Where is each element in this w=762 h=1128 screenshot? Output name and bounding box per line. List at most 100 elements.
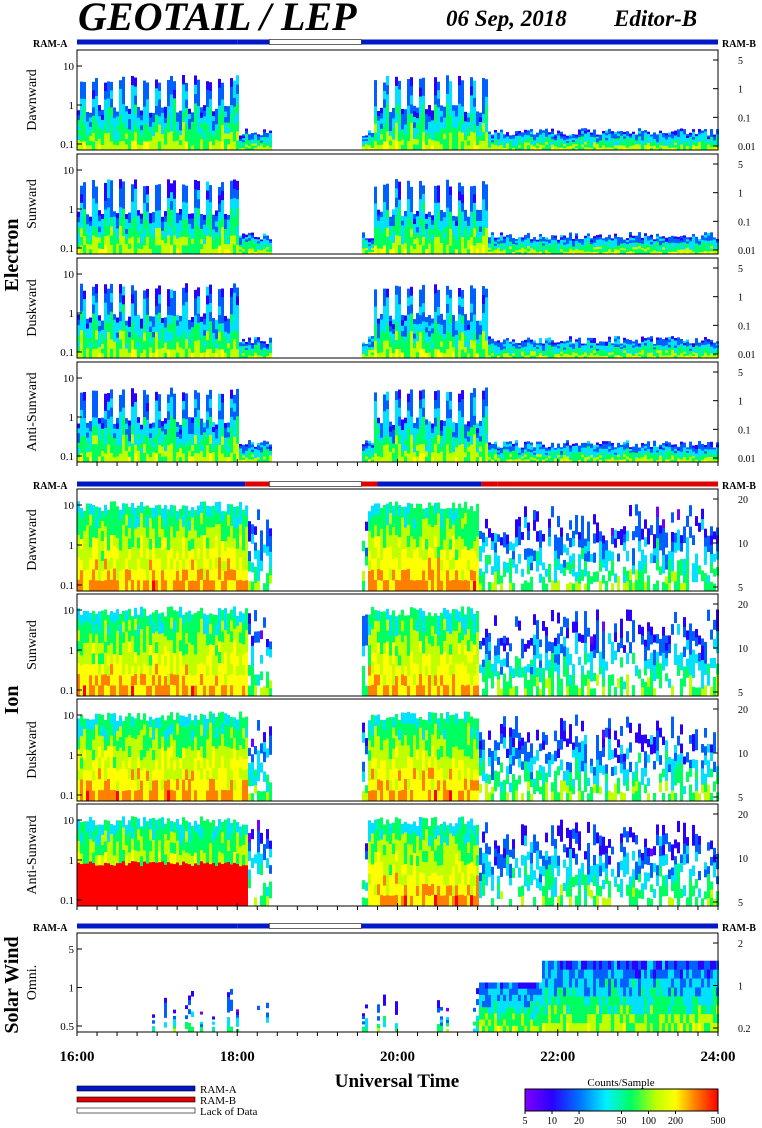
spectrogram-cell (428, 315, 431, 321)
spectrogram-cell (611, 348, 614, 352)
spectrogram-cell (677, 142, 680, 146)
spectrogram-cell (194, 207, 197, 218)
spectrogram-cell (455, 105, 458, 112)
spectrogram-cell (362, 232, 365, 236)
spectrogram-cell (185, 410, 188, 420)
spectrogram-cell (188, 248, 191, 255)
spectrogram-cell (248, 347, 251, 351)
spectrogram-cell (80, 311, 83, 322)
spectrogram-cell (488, 347, 491, 351)
spectrogram-cell (110, 293, 113, 303)
spectrogram-cell (524, 147, 527, 151)
spectrogram-cell (167, 453, 170, 463)
spectrogram-cell (638, 240, 641, 244)
spectrogram-cell (113, 352, 116, 359)
spectrogram-cell (263, 137, 266, 141)
spectrogram-cell (590, 238, 593, 241)
spectrogram-cell (422, 211, 425, 221)
spectrogram-cell (200, 123, 203, 130)
spectrogram-cell (401, 249, 404, 255)
spectrogram-cell (599, 244, 602, 248)
spectrogram-cell (659, 142, 662, 146)
spectrogram-cell (452, 234, 455, 241)
spectrogram-cell (164, 352, 167, 359)
spectrogram-cell (182, 121, 185, 132)
spectrogram-cell (707, 240, 710, 244)
spectrogram-cell (599, 239, 602, 243)
spectrogram-cell (614, 246, 617, 250)
spectrogram-cell (407, 226, 410, 237)
spectrogram-cell (245, 234, 248, 238)
spectrogram-cell (629, 243, 632, 247)
spectrogram-cell (209, 348, 212, 359)
spectrogram-cell (551, 346, 554, 350)
spectrogram-cell (197, 190, 200, 200)
spectrogram-cell (80, 245, 83, 255)
spectrogram-cell (527, 147, 530, 151)
spectrogram-cell (413, 244, 416, 250)
spectrogram-cell (581, 347, 584, 350)
spectrogram-cell (677, 147, 680, 151)
spectrogram-cell (545, 340, 548, 344)
spectrogram-cell (509, 146, 512, 149)
spectrogram-cell (83, 141, 86, 151)
spectrogram-cell (647, 131, 650, 135)
spectrogram-cell (83, 191, 86, 201)
spectrogram-cell (362, 141, 365, 144)
spectrogram-cell (110, 244, 113, 255)
spectrogram-cell (488, 131, 491, 135)
spectrogram-cell (266, 139, 269, 143)
spectrogram-cell (656, 241, 659, 245)
spectrogram-cell (473, 323, 476, 333)
spectrogram-cell (185, 133, 188, 143)
spectrogram-cell (476, 231, 479, 238)
spectrogram-cell (647, 147, 650, 151)
spectrogram-cell (137, 439, 140, 446)
spectrogram-cell (383, 193, 386, 203)
spectrogram-cell (452, 249, 455, 255)
spectrogram-cell (647, 133, 650, 137)
spectrogram-cell (170, 289, 173, 299)
spectrogram-cell (428, 121, 431, 129)
spectrogram-cell (191, 434, 194, 441)
spectrogram-cell (437, 81, 440, 91)
spectrogram-cell (107, 98, 110, 108)
spectrogram-cell (410, 322, 413, 332)
spectrogram-cell (203, 335, 206, 342)
spectrogram-cell (185, 194, 188, 204)
spectrogram-cell (140, 333, 143, 339)
spectrogram-cell (188, 238, 191, 245)
spectrogram-cell (512, 240, 515, 243)
spectrogram-cell (170, 332, 173, 342)
spectrogram-cell (470, 104, 473, 115)
spectrogram-cell (566, 137, 569, 140)
plot-date: 06 Sep, 2018 (446, 6, 567, 31)
spectrogram-cell (704, 352, 707, 356)
spectrogram-cell (701, 342, 704, 346)
spectrogram-cell (437, 185, 440, 195)
spectrogram-cell (428, 238, 431, 244)
spectrogram-cell (107, 132, 110, 142)
spectrogram-cell (161, 128, 164, 135)
spectrogram-cell (572, 356, 575, 359)
spectrogram-cell (152, 337, 155, 343)
spectrogram-cell (266, 343, 269, 347)
spectrogram-cell (533, 134, 536, 137)
spectrogram-cell (179, 120, 182, 126)
spectrogram-cell (119, 284, 122, 294)
spectrogram-cell (593, 129, 596, 133)
spectrogram-cell (479, 339, 482, 345)
spectrogram-cell (506, 345, 509, 349)
spectrogram-cell (503, 238, 506, 242)
spectrogram-cell (521, 247, 524, 251)
spectrogram-cell (245, 341, 248, 345)
spectrogram-cell (695, 247, 698, 251)
spectrogram-cell (230, 416, 233, 427)
spectrogram-cell (623, 143, 626, 146)
spectrogram-cell (518, 142, 521, 146)
spectrogram-cell (152, 442, 155, 448)
spectrogram-cell (149, 122, 152, 128)
spectrogram-cell (80, 90, 83, 100)
spectrogram-cell (617, 249, 620, 253)
spectrogram-cell (269, 453, 272, 456)
